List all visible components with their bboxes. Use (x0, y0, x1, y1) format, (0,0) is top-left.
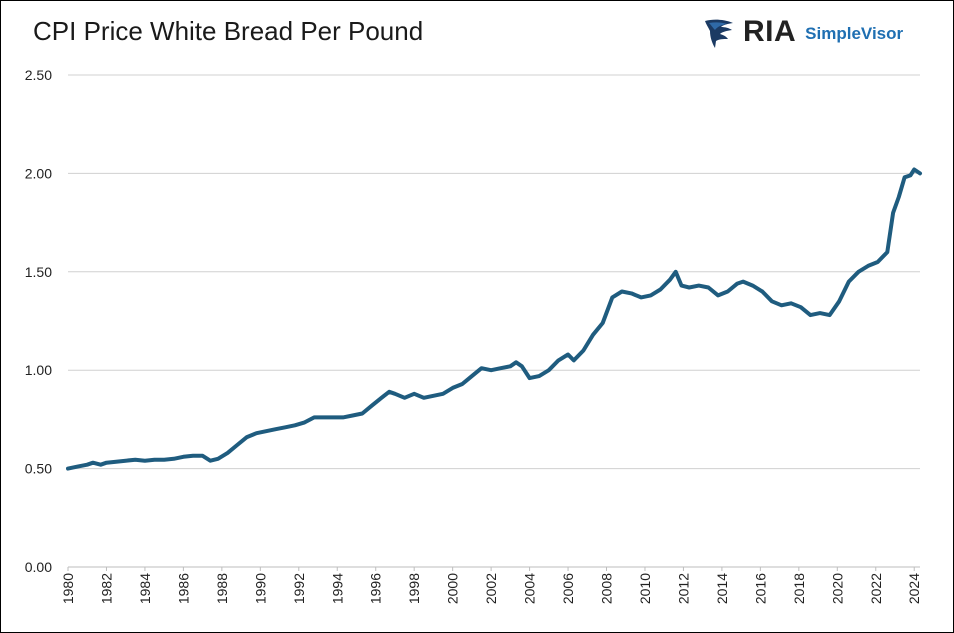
chart-title: CPI Price White Bread Per Pound (33, 16, 424, 46)
x-tick-label: 1984 (137, 573, 153, 604)
x-tick-label: 2010 (637, 573, 653, 604)
x-tick-label: 1988 (214, 573, 230, 604)
y-tick-label: 2.50 (25, 67, 52, 83)
brand-logo: RIA SimpleVisor (703, 14, 903, 50)
x-tick-label: 1996 (368, 573, 384, 604)
y-tick-label: 1.00 (25, 362, 52, 378)
x-tick-label: 2016 (752, 573, 768, 604)
x-tick-label: 2014 (714, 573, 730, 604)
x-tick-label: 2000 (445, 573, 461, 604)
x-tick-label: 1992 (291, 573, 307, 604)
y-tick-label: 0.50 (25, 461, 52, 477)
x-tick-label: 2004 (522, 573, 538, 604)
x-tick-label: 1982 (98, 573, 114, 604)
x-tick-label: 2002 (483, 573, 499, 604)
x-tick-label: 2012 (675, 573, 691, 604)
logo-ria-text: RIA (743, 15, 797, 48)
y-tick-label: 0.00 (25, 559, 52, 575)
x-tick-label: 1998 (406, 573, 422, 604)
x-tick-label: 1980 (60, 573, 76, 604)
series-line (66, 167, 922, 471)
x-tick-label: 2020 (829, 573, 845, 604)
x-tick-label: 2006 (560, 573, 576, 604)
y-tick-label: 1.50 (25, 264, 52, 280)
x-tick-label: 1986 (175, 573, 191, 604)
x-tick-label: 2024 (906, 573, 922, 604)
x-tick-label: 2018 (791, 573, 807, 604)
eagle-icon (705, 19, 733, 48)
x-tick-label: 1990 (252, 573, 268, 604)
x-tick-label: 2008 (599, 573, 615, 604)
x-tick-label: 1994 (329, 573, 345, 604)
y-tick-label: 2.00 (25, 165, 52, 181)
logo-simplevisor-text: SimpleVisor (805, 24, 904, 43)
x-tick-label: 2022 (868, 573, 884, 604)
